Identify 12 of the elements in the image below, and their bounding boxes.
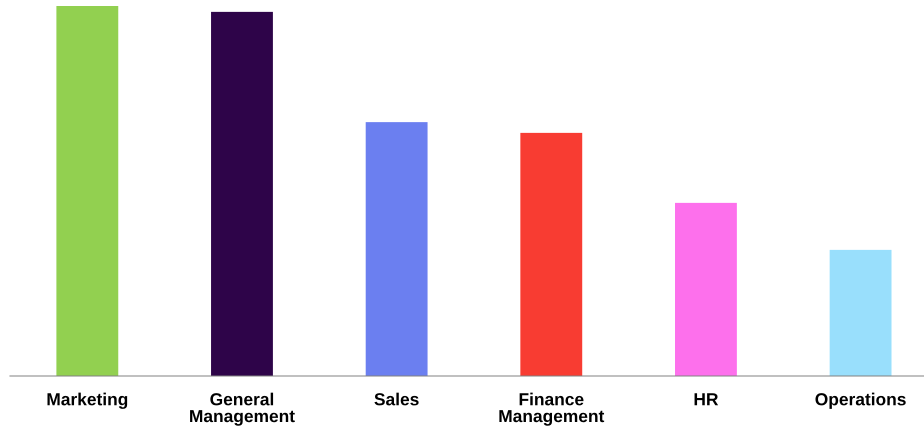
bar: [830, 250, 892, 376]
x-tick-label: HR: [694, 393, 718, 406]
bar: [520, 132, 582, 376]
x-tick-label: Sales: [374, 392, 419, 406]
x-tick-label: Marketing: [47, 392, 128, 409]
x-tick-label: Operations: [815, 392, 906, 409]
x-tick-label: General Management: [190, 392, 295, 426]
bar: [211, 12, 273, 376]
bar: [56, 6, 118, 376]
bar: [366, 122, 428, 376]
bar: [675, 202, 737, 376]
x-tick-label: Finance Management: [499, 392, 604, 426]
